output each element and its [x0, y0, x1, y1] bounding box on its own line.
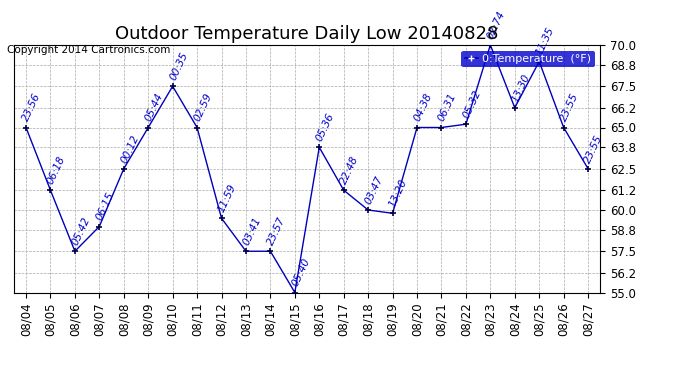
Text: 23:55: 23:55: [559, 92, 580, 123]
Text: 03:41: 03:41: [241, 216, 263, 247]
Text: 06:15: 06:15: [95, 191, 116, 222]
Text: 05:32: 05:32: [461, 88, 483, 120]
Text: 06:31: 06:31: [437, 92, 458, 123]
Text: 03:47: 03:47: [363, 174, 385, 206]
Text: 23:56: 23:56: [21, 92, 43, 123]
Text: 04:38: 04:38: [412, 92, 434, 123]
Text: 00:12: 00:12: [119, 133, 141, 165]
Text: 05:44: 05:44: [144, 92, 165, 123]
Text: 13:20: 13:20: [388, 178, 409, 209]
Text: Copyright 2014 Cartronics.com: Copyright 2014 Cartronics.com: [7, 45, 170, 55]
Legend: 0:Temperature  (°F): 0:Temperature (°F): [462, 51, 595, 68]
Text: 06:18: 06:18: [46, 154, 68, 186]
Text: 00:35: 00:35: [168, 51, 190, 82]
Text: 23:55: 23:55: [583, 133, 605, 165]
Text: 11:35: 11:35: [534, 26, 556, 57]
Text: 13:30: 13:30: [510, 72, 531, 104]
Text: 05:36: 05:36: [315, 112, 336, 143]
Text: 23:57: 23:57: [266, 216, 287, 247]
Text: 11:59: 11:59: [217, 183, 238, 214]
Text: 05:42: 05:42: [70, 216, 92, 247]
Text: 05:40: 05:40: [290, 257, 312, 288]
Text: 02:74: 02:74: [486, 9, 507, 41]
Text: 22:48: 22:48: [339, 154, 361, 186]
Text: 02:59: 02:59: [193, 92, 214, 123]
Title: Outdoor Temperature Daily Low 20140828: Outdoor Temperature Daily Low 20140828: [115, 26, 499, 44]
